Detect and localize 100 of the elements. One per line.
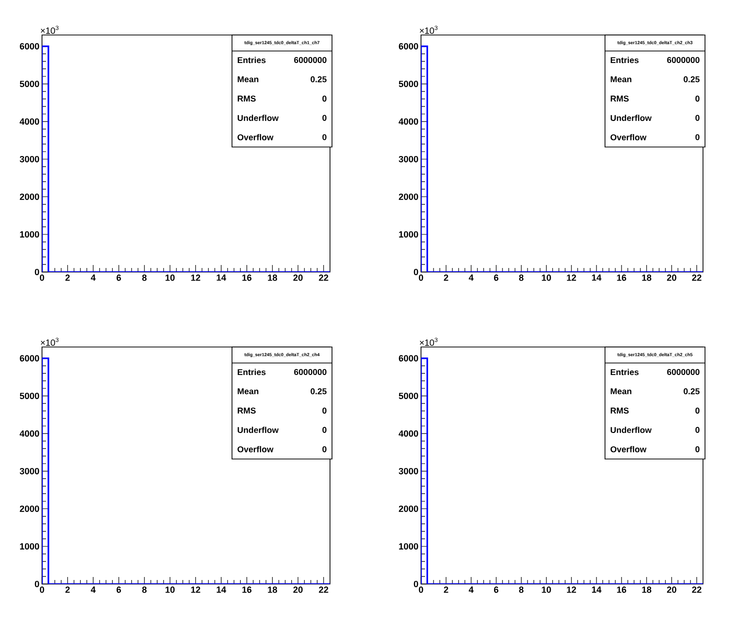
x-tick-label: 6	[116, 274, 121, 281]
x-tick-label: 18	[268, 586, 278, 593]
y-tick-label: 5000	[398, 392, 418, 400]
x-tick-label: 14	[216, 586, 226, 593]
x-tick-label: 8	[142, 586, 147, 593]
x-tick-label: 20	[293, 586, 303, 593]
x-tick-label: 0	[40, 274, 44, 281]
x-tick-label: 12	[191, 586, 200, 593]
y-tick-label: 2000	[398, 506, 418, 512]
x-tick-label: 16	[617, 274, 626, 281]
annotation: 0	[695, 114, 700, 121]
y-tick-label: 5000	[20, 80, 40, 88]
y-tick-label: 2000	[398, 194, 418, 200]
x-tick-label: 4	[468, 586, 474, 593]
annotation: Underflow	[610, 426, 652, 433]
x-tick-label: 8	[519, 274, 524, 281]
annotation: 0	[695, 426, 700, 433]
annotation: Entries	[238, 368, 266, 376]
annotation: Mean	[238, 76, 258, 82]
x-tick-label: 4	[90, 586, 96, 593]
y-tick-label: 0	[414, 580, 418, 588]
x-tick-label: 10	[166, 586, 175, 593]
x-tick-label: 4	[468, 274, 474, 281]
annotation: Underflow	[238, 114, 279, 121]
x-tick-label: 12	[191, 274, 200, 281]
x-tick-label: 4	[90, 274, 96, 281]
x-tick-label: 2	[444, 586, 448, 593]
annotation: 0	[695, 446, 700, 452]
x-tick-label: 14	[216, 274, 226, 281]
annotation: Entries	[610, 56, 639, 64]
y-tick-label: 6000	[20, 43, 40, 50]
annotation: Overflow	[610, 134, 646, 140]
x-tick-label: 8	[142, 274, 147, 281]
annotation: Overflow	[238, 446, 274, 452]
annotation: RMS	[610, 96, 629, 102]
y-tick-label: 4000	[398, 118, 418, 125]
x-tick-label: 10	[166, 274, 175, 281]
x-tick-label: 22	[318, 274, 328, 281]
y-tick-label: 3000	[398, 468, 418, 474]
text: ×10$^{3}$	[40, 26, 58, 34]
annotation: Entries	[238, 56, 266, 64]
annotation: Overflow	[610, 446, 646, 452]
y-tick-label: 6000	[20, 355, 40, 362]
x-tick-label: 16	[242, 586, 252, 593]
y-tick-label: 2000	[20, 194, 40, 200]
annotation: Underflow	[238, 426, 279, 433]
y-tick-label: 3000	[398, 156, 418, 162]
annotation: 0.25	[310, 76, 327, 82]
annotation: 6000000	[667, 369, 700, 375]
x-tick-label: 18	[642, 586, 652, 593]
x-tick-label: 6	[494, 274, 498, 281]
x-tick-label: 20	[667, 274, 676, 281]
annotation: 0	[322, 446, 326, 452]
y-tick-label: 1000	[20, 543, 40, 550]
y-tick-label: 1000	[399, 231, 418, 238]
x-tick-label: 14	[592, 586, 602, 593]
annotation: 0.25	[684, 388, 700, 394]
x-tick-label: 2	[65, 274, 70, 281]
x-tick-label: 10	[542, 586, 551, 593]
x-tick-label: 22	[318, 586, 328, 593]
text: ×10$^{3}$	[40, 338, 58, 346]
x-tick-label: 6	[494, 586, 498, 593]
annotation: Overflow	[238, 134, 274, 140]
x-tick-label: 10	[542, 274, 551, 281]
y-tick-label: 3000	[20, 156, 40, 162]
annotation: 0	[695, 96, 700, 102]
annotation: RMS	[238, 408, 256, 414]
x-tick-label: 20	[293, 274, 303, 281]
annotation: Underflow	[610, 114, 652, 121]
y-tick-label: 4000	[20, 430, 40, 437]
annotation: 0	[322, 408, 326, 414]
annotation: 6000000	[294, 57, 326, 63]
y-tick-label: 0	[34, 268, 40, 276]
y-tick-label: 6000	[398, 355, 418, 362]
text: ×10$^{3}$	[420, 338, 438, 346]
y-tick-label: 2000	[20, 506, 40, 512]
annotation: 0	[695, 408, 700, 414]
y-tick-label: 4000	[20, 118, 40, 125]
annotation: RMS	[610, 408, 629, 414]
annotation: 6000000	[667, 57, 700, 63]
x-tick-label: 18	[642, 274, 652, 281]
y-tick-label: 5000	[398, 80, 418, 88]
x-tick-label: 16	[617, 586, 626, 593]
x-tick-label: 0	[418, 586, 424, 593]
y-tick-label: 3000	[20, 468, 40, 474]
x-tick-label: 8	[519, 586, 524, 593]
x-tick-label: 16	[242, 274, 252, 281]
annotation: 0.25	[684, 76, 700, 82]
x-tick-label: 0	[40, 586, 44, 593]
y-tick-label: 0	[34, 580, 40, 588]
annotation: Mean	[610, 388, 632, 394]
y-tick-label: 1000	[399, 543, 418, 550]
x-tick-label: 12	[566, 274, 576, 281]
annotation: 0	[695, 134, 700, 140]
x-tick-label: 6	[116, 586, 121, 593]
x-tick-label: 20	[667, 586, 676, 593]
annotation: 0.25	[310, 388, 327, 394]
x-tick-label: 2	[444, 274, 448, 281]
x-tick-label: 18	[268, 274, 278, 281]
y-tick-label: 0	[414, 268, 418, 276]
